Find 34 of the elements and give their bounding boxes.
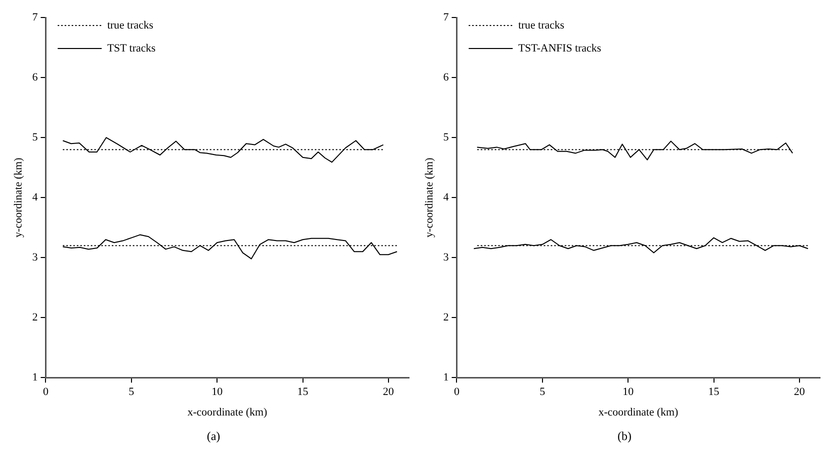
y-tick-label: 5 bbox=[32, 131, 38, 144]
x-tick-label: 0 bbox=[42, 386, 49, 398]
y-tick-label: 6 bbox=[443, 71, 450, 84]
legend-label: true tracks bbox=[107, 19, 154, 32]
legend-label: TST-ANFIS tracks bbox=[518, 42, 602, 54]
y-tick-label: 3 bbox=[443, 251, 450, 264]
y-axis-title: y-coordinate (km) bbox=[423, 157, 436, 238]
y-tick-label: 7 bbox=[443, 11, 450, 24]
y-tick-label: 2 bbox=[32, 311, 38, 324]
x-axis-title: x-coordinate (km) bbox=[598, 406, 679, 418]
y-tick-label: 1 bbox=[443, 371, 449, 384]
y-tick-label: 2 bbox=[443, 311, 449, 324]
y-tick-label: 5 bbox=[443, 131, 450, 144]
x-tick-label: 15 bbox=[708, 386, 720, 398]
y-tick-label: 7 bbox=[32, 11, 38, 24]
y-tick-label: 6 bbox=[32, 71, 38, 84]
x-tick-label: 0 bbox=[454, 386, 460, 398]
y-tick-label: 1 bbox=[32, 371, 38, 384]
text: (a) bbox=[206, 429, 222, 444]
x-tick-label: 5 bbox=[540, 386, 546, 398]
y-tick-label: 4 bbox=[443, 191, 450, 204]
y-tick-label: 3 bbox=[32, 251, 38, 264]
x-tick-label: 20 bbox=[794, 386, 806, 398]
y-axis-title: y-coordinate (km) bbox=[12, 157, 24, 238]
x-tick-label: 20 bbox=[382, 386, 394, 398]
y-tick-label: 4 bbox=[32, 191, 38, 204]
legend-label: TST tracks bbox=[107, 42, 156, 54]
x-tick-label: 15 bbox=[297, 386, 309, 398]
x-tick-label: 5 bbox=[128, 386, 135, 398]
x-axis-title: x-coordinate (km) bbox=[187, 406, 268, 418]
x-tick-label: 10 bbox=[212, 386, 224, 398]
x-tick-label: 10 bbox=[622, 386, 634, 398]
text: (b) bbox=[616, 429, 632, 444]
legend-label: true tracks bbox=[518, 19, 564, 32]
